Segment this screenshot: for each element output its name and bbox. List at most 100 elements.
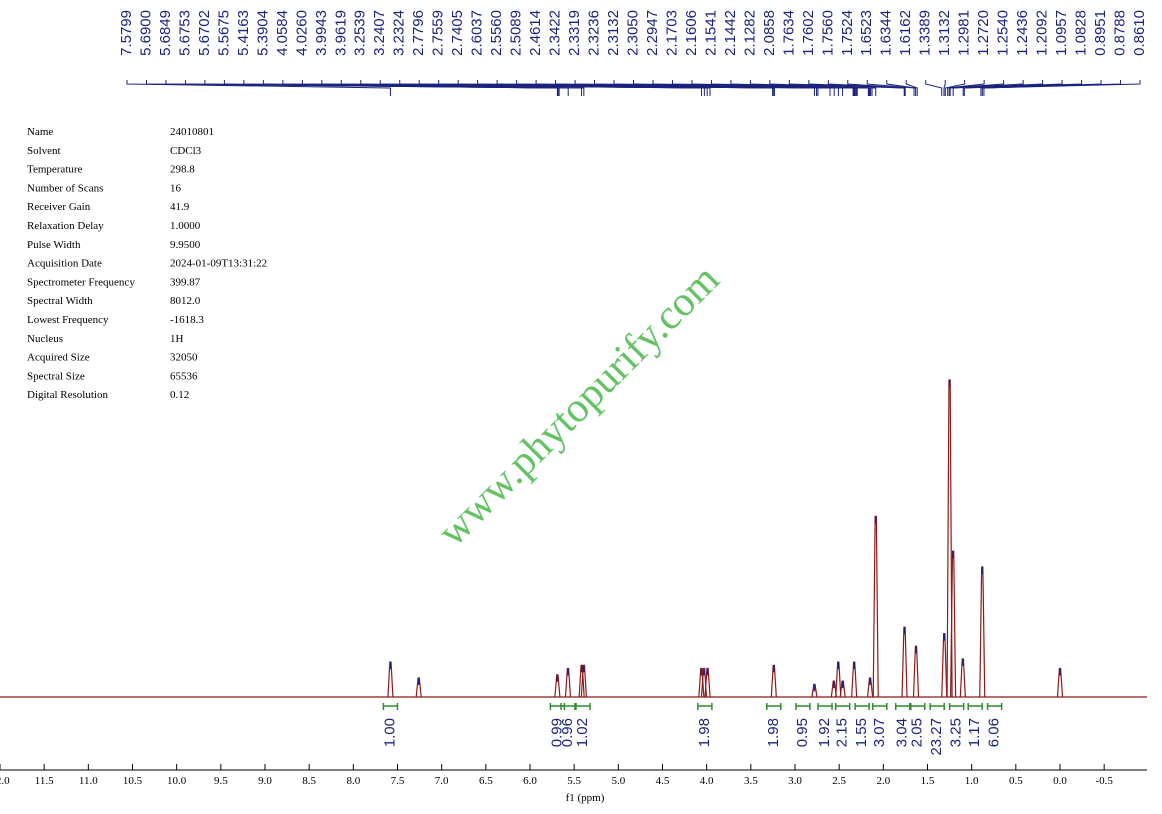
param-value: 1H (170, 333, 184, 345)
peak-label: 3.2324 (391, 10, 408, 56)
peak-label: 5.3904 (254, 10, 271, 56)
peak-label: 1.2540 (995, 10, 1012, 56)
integral-label: 3.07 (871, 718, 888, 747)
peak-label: 2.7559 (430, 10, 447, 56)
peak-label: 2.1703 (663, 10, 680, 56)
x-tick-label: 4.0 (700, 775, 714, 787)
peak (912, 645, 920, 698)
peak-label: 5.6849 (157, 10, 174, 56)
integral-label: 0.95 (794, 718, 811, 747)
peak-label: 1.6523 (858, 10, 875, 56)
x-axis-label: f1 (ppm) (566, 792, 605, 804)
integral-label: 1.92 (816, 718, 833, 747)
x-tick-label: 3.5 (744, 775, 758, 787)
x-tick-label: 5.5 (567, 775, 581, 787)
integral-bracket (986, 703, 1003, 710)
x-tick-label: 8.0 (346, 775, 360, 787)
integral-bracket (910, 703, 926, 710)
peak-label: 1.7560 (819, 10, 836, 56)
param-value: 9.9500 (170, 239, 201, 251)
x-tick-label: 12.0 (0, 775, 10, 787)
peak-connector (943, 80, 946, 96)
peak-label: 0.8788 (1111, 10, 1128, 56)
param-name: Acquired Size (27, 352, 90, 364)
peak-label: 1.3132 (936, 10, 953, 56)
param-name: Digital Resolution (27, 389, 108, 401)
peak-connector (886, 80, 917, 96)
x-tick-label: 0.5 (1009, 775, 1023, 787)
integral-label: 1.98 (696, 718, 713, 747)
param-name: Spectrometer Frequency (27, 276, 135, 288)
param-name: Name (27, 126, 53, 138)
x-tick-label: 11.0 (79, 775, 98, 787)
param-value: -1618.3 (170, 314, 204, 326)
integral-label: 1.00 (381, 718, 398, 747)
param-name: Pulse Width (27, 239, 81, 251)
peak-label: 2.1541 (702, 10, 719, 56)
param-value: 0.12 (170, 389, 189, 401)
peak-label: 1.7602 (800, 10, 817, 56)
peak-label: 1.6344 (878, 10, 895, 56)
param-name: Lowest Frequency (27, 314, 109, 326)
integral-label: 1.17 (966, 718, 983, 747)
param-value: 32050 (170, 352, 198, 364)
peak-label: 1.0828 (1073, 10, 1090, 56)
peak-label: 2.3236 (586, 10, 603, 56)
x-tick-label: 5.0 (611, 775, 625, 787)
x-tick-label: 9.5 (214, 775, 228, 787)
param-name: Receiver Gain (27, 201, 91, 213)
peak-label: 2.7405 (449, 10, 466, 56)
param-value: 65536 (170, 370, 198, 382)
peak-connector (262, 80, 585, 96)
integral-bracket (929, 703, 945, 710)
x-tick-label: 3.0 (788, 775, 802, 787)
integral-bracket (895, 703, 911, 710)
integral-label: 0.99 (548, 718, 565, 747)
peak (979, 566, 986, 698)
peak-label: 2.7796 (410, 10, 427, 56)
integral-label: 6.06 (986, 718, 1003, 747)
peak-connector (952, 80, 1044, 96)
integral-bracket (854, 703, 870, 710)
peak-label: 2.3422 (547, 10, 564, 56)
x-tick-label: 8.5 (302, 775, 316, 787)
integral-label: 1.98 (765, 718, 782, 747)
peak-label: 5.6753 (176, 10, 193, 56)
param-name: Number of Scans (27, 182, 103, 194)
param-name: Solvent (27, 145, 61, 157)
integral-bracket (560, 703, 576, 710)
param-name: Spectral Size (27, 370, 85, 382)
integral-bracket (872, 703, 888, 710)
peak-label: 4.0260 (293, 10, 310, 56)
param-name: Nucleus (27, 333, 63, 345)
peak-label: 2.3050 (624, 10, 641, 56)
x-tick-label: -0.5 (1095, 775, 1113, 787)
integral-label: 2.15 (834, 718, 851, 747)
peak-label: 2.3319 (566, 10, 583, 56)
param-value: 24010801 (170, 126, 214, 138)
peak-label: 5.5675 (215, 10, 232, 56)
peak-label: 1.2981 (956, 10, 973, 56)
peak-connector (905, 80, 918, 96)
peak-connector (126, 80, 391, 96)
param-name: Acquisition Date (27, 258, 102, 270)
peak-connector (282, 80, 703, 96)
x-tick-label: 2.5 (832, 775, 846, 787)
integral-label: 3.04 (894, 718, 911, 747)
x-tick-label: 11.5 (35, 775, 54, 787)
peak-label: 3.9943 (313, 10, 330, 56)
x-tick-label: 10.5 (123, 775, 143, 787)
x-tick-label: 1.5 (921, 775, 935, 787)
param-value: 16 (170, 182, 182, 194)
x-tick-label: 4.5 (656, 775, 670, 787)
param-value: 1.0000 (170, 220, 201, 232)
peak-label: 0.8610 (1131, 10, 1148, 56)
peak-label: 5.6702 (196, 10, 213, 56)
integral-label: 0.96 (559, 718, 576, 747)
x-tick-label: 9.0 (258, 775, 272, 787)
peak-label: 1.2436 (1014, 10, 1031, 56)
peak-label: 2.3132 (605, 10, 622, 56)
peak-connector (399, 80, 775, 96)
peak-label: 1.7634 (780, 10, 797, 56)
x-tick-label: 6.5 (479, 775, 493, 787)
